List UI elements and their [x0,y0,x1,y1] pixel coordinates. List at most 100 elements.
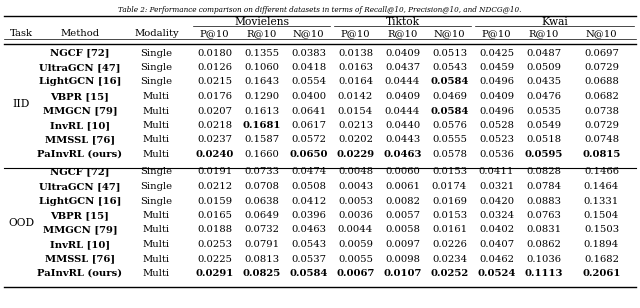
Text: Single: Single [140,48,173,58]
Text: 0.0252: 0.0252 [430,269,468,278]
Text: 0.0437: 0.0437 [385,63,420,72]
Text: 0.0321: 0.0321 [479,182,514,191]
Text: Multi: Multi [143,92,170,101]
Text: PaInvRL (ours): PaInvRL (ours) [37,269,123,278]
Text: 0.0732: 0.0732 [244,225,279,234]
Text: 0.0067: 0.0067 [336,269,374,278]
Text: NGCF [72]: NGCF [72] [51,168,109,176]
Text: 0.0154: 0.0154 [338,107,373,116]
Text: 0.1504: 0.1504 [584,211,619,220]
Text: IID: IID [12,99,29,109]
Text: InvRL [10]: InvRL [10] [50,121,110,130]
Text: 0.0176: 0.0176 [197,92,232,101]
Text: 0.1587: 0.1587 [244,136,279,144]
Text: R@10: R@10 [528,30,559,38]
Text: P@10: P@10 [200,30,229,38]
Text: 0.0729: 0.0729 [584,63,619,72]
Text: 0.0524: 0.0524 [477,269,516,278]
Text: Movielens: Movielens [234,17,289,27]
Text: 0.0523: 0.0523 [479,136,514,144]
Text: 0.0153: 0.0153 [432,211,467,220]
Text: 0.0476: 0.0476 [526,92,561,101]
Text: 0.0825: 0.0825 [243,269,280,278]
Text: Task: Task [10,30,33,38]
Text: MMSSL [76]: MMSSL [76] [45,254,115,264]
Text: 0.0161: 0.0161 [432,225,467,234]
Text: 0.0738: 0.0738 [584,107,619,116]
Text: 0.0518: 0.0518 [526,136,561,144]
Text: 0.0174: 0.0174 [432,182,467,191]
Text: 0.0213: 0.0213 [338,121,373,130]
Text: Single: Single [140,78,173,87]
Text: Table 2: Performance comparison on different datasets in terms of Recall@10, Pre: Table 2: Performance comparison on diffe… [118,6,522,14]
Text: 0.0748: 0.0748 [584,136,619,144]
Text: Multi: Multi [143,269,170,278]
Text: 0.0815: 0.0815 [582,150,621,159]
Text: 0.0253: 0.0253 [197,240,232,249]
Text: 0.0169: 0.0169 [432,197,467,205]
Text: Single: Single [140,168,173,176]
Text: Multi: Multi [143,150,170,159]
Text: 0.0060: 0.0060 [385,168,420,176]
Text: 0.0053: 0.0053 [338,197,373,205]
Text: P@10: P@10 [482,30,511,38]
Text: N@10: N@10 [292,30,324,38]
Text: Single: Single [140,182,173,191]
Text: 0.0584: 0.0584 [430,107,468,116]
Text: 0.0159: 0.0159 [197,197,232,205]
Text: 0.1355: 0.1355 [244,48,279,58]
Text: 0.0463: 0.0463 [291,225,326,234]
Text: Multi: Multi [143,136,170,144]
Text: 0.0420: 0.0420 [479,197,514,205]
Text: 0.1682: 0.1682 [584,254,619,264]
Text: P@10: P@10 [340,30,371,38]
Text: 0.0469: 0.0469 [432,92,467,101]
Text: 0.0443: 0.0443 [385,136,420,144]
Text: 0.1331: 0.1331 [584,197,619,205]
Text: Multi: Multi [143,107,170,116]
Text: Single: Single [140,197,173,205]
Text: 0.0226: 0.0226 [432,240,467,249]
Text: PaInvRL (ours): PaInvRL (ours) [37,150,123,159]
Text: 0.0862: 0.0862 [526,240,561,249]
Text: 0.0537: 0.0537 [291,254,326,264]
Text: 0.0142: 0.0142 [338,92,373,101]
Text: 0.0435: 0.0435 [526,78,561,87]
Text: 0.1503: 0.1503 [584,225,619,234]
Text: Multi: Multi [143,240,170,249]
Text: R@10: R@10 [246,30,276,38]
Text: Modality: Modality [134,30,179,38]
Text: 0.0291: 0.0291 [195,269,234,278]
Text: 0.0543: 0.0543 [432,63,467,72]
Text: 0.0487: 0.0487 [526,48,561,58]
Text: 0.0496: 0.0496 [479,107,514,116]
Text: 0.0535: 0.0535 [526,107,561,116]
Text: 0.0409: 0.0409 [479,92,514,101]
Text: 0.0555: 0.0555 [432,136,467,144]
Text: 0.0138: 0.0138 [338,48,373,58]
Text: 0.0729: 0.0729 [584,121,619,130]
Text: N@10: N@10 [586,30,618,38]
Text: InvRL [10]: InvRL [10] [50,240,110,249]
Text: UltraGCN [47]: UltraGCN [47] [39,182,121,191]
Text: 0.0396: 0.0396 [291,211,326,220]
Text: 0.0831: 0.0831 [526,225,561,234]
Text: NGCF [72]: NGCF [72] [51,48,109,58]
Text: 0.0402: 0.0402 [479,225,514,234]
Text: Kwai: Kwai [541,17,568,27]
Text: 0.1113: 0.1113 [524,269,563,278]
Text: 0.0418: 0.0418 [291,63,326,72]
Text: 0.0496: 0.0496 [479,78,514,87]
Text: N@10: N@10 [434,30,465,38]
Text: 0.0164: 0.0164 [338,78,373,87]
Text: 0.0784: 0.0784 [526,182,561,191]
Text: 0.0708: 0.0708 [244,182,279,191]
Text: 0.0057: 0.0057 [385,211,420,220]
Text: 0.0444: 0.0444 [385,78,420,87]
Text: 0.1290: 0.1290 [244,92,279,101]
Text: 0.0682: 0.0682 [584,92,619,101]
Text: 0.0229: 0.0229 [337,150,374,159]
Text: UltraGCN [47]: UltraGCN [47] [39,63,121,72]
Text: 0.0043: 0.0043 [338,182,373,191]
Text: LightGCN [16]: LightGCN [16] [39,197,121,205]
